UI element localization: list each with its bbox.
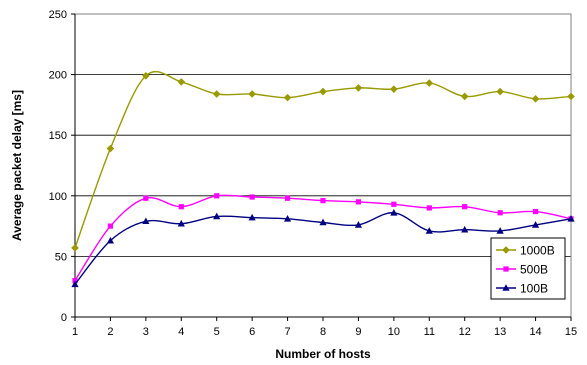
legend-marker — [502, 246, 510, 254]
data-point-1000B — [106, 144, 115, 153]
data-point-500B — [426, 205, 432, 211]
data-point-500B — [532, 208, 539, 215]
y-tick-label: 0 — [61, 312, 67, 324]
x-tick-label: 13 — [494, 326, 506, 338]
data-point-500B — [214, 193, 220, 199]
data-point-100B — [496, 227, 504, 234]
y-tick-label: 150 — [49, 130, 67, 142]
legend-label: 500B — [520, 263, 548, 277]
data-point-1000B — [460, 92, 469, 101]
legend: 1000B 500B 100B — [490, 237, 566, 300]
data-point-1000B — [319, 87, 327, 96]
data-point-500B — [107, 223, 114, 229]
data-point-1000B — [71, 244, 79, 252]
x-tick-label: 15 — [565, 326, 577, 338]
y-tick-label: 200 — [49, 70, 67, 82]
x-tick-label: 5 — [214, 326, 220, 338]
data-point-500B — [391, 201, 397, 207]
y-tick-label: 250 — [49, 9, 67, 21]
x-tick-label: 9 — [355, 326, 361, 338]
data-point-1000B — [142, 72, 150, 80]
y-tick-label: 50 — [55, 251, 67, 263]
data-point-1000B — [496, 87, 504, 96]
data-series — [71, 70, 575, 288]
x-tick-label: 1 — [72, 326, 78, 338]
data-point-1000B — [425, 79, 434, 87]
series-1000B — [71, 70, 575, 252]
data-point-1000B — [390, 85, 398, 93]
data-point-1000B — [531, 95, 540, 103]
data-point-500B — [355, 199, 362, 205]
series-100B — [71, 208, 575, 288]
data-point-100B — [142, 217, 150, 225]
x-tick-label: 14 — [529, 326, 541, 338]
data-point-500B — [497, 210, 503, 216]
x-tick-label: 12 — [459, 326, 471, 338]
x-tick-label: 3 — [143, 326, 149, 338]
legend-label: 1000B — [520, 244, 555, 258]
data-point-1000B — [212, 90, 221, 98]
x-tick-label: 2 — [107, 326, 113, 338]
x-tick-label: 11 — [424, 326, 435, 338]
x-tick-label: 8 — [320, 326, 326, 338]
data-point-100B — [106, 236, 115, 244]
data-point-100B — [71, 280, 79, 288]
x-tick-label: 10 — [388, 326, 400, 338]
data-point-500B — [320, 198, 326, 204]
x-axis-title: Number of hosts — [275, 347, 371, 361]
data-point-1000B — [248, 90, 256, 98]
legend-entry: 100B — [496, 282, 548, 296]
data-point-100B — [177, 219, 185, 227]
data-point-100B — [319, 218, 327, 226]
data-point-1000B — [177, 78, 186, 86]
data-point-1000B — [567, 92, 575, 101]
data-point-100B — [213, 212, 221, 220]
y-axis-title: Average packet delay [ms] — [10, 90, 24, 241]
data-point-100B — [248, 213, 256, 221]
legend-marker — [503, 266, 509, 272]
x-tick-label: 6 — [249, 326, 255, 338]
data-point-100B — [531, 221, 540, 228]
data-point-500B — [249, 194, 255, 200]
legend-entry: 1000B — [496, 244, 555, 258]
data-point-500B — [178, 204, 184, 210]
legend-entry: 500B — [496, 263, 548, 277]
data-point-100B — [461, 225, 469, 233]
legend-marker — [502, 284, 510, 291]
data-point-500B — [462, 204, 468, 210]
x-tick-label: 4 — [178, 326, 184, 338]
data-point-1000B — [283, 93, 292, 102]
y-tick-label: 100 — [49, 191, 67, 203]
data-point-1000B — [354, 84, 363, 92]
legend-label: 100B — [520, 282, 548, 296]
data-point-100B — [425, 227, 433, 234]
data-point-100B — [354, 221, 363, 228]
data-point-100B — [390, 208, 398, 216]
x-tick-label: 7 — [285, 326, 291, 338]
data-point-500B — [143, 195, 149, 201]
data-point-100B — [567, 215, 575, 222]
data-point-100B — [283, 215, 292, 222]
data-point-500B — [284, 195, 291, 201]
